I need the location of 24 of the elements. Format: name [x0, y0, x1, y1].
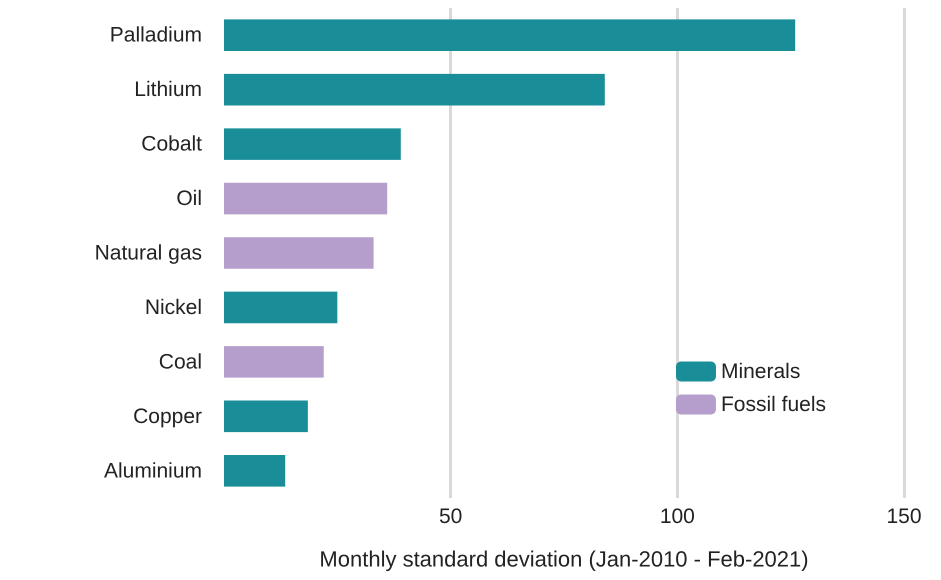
x-axis-title: Monthly standard deviation (Jan-2010 - Feb-2021)	[319, 546, 809, 572]
y-tick-label: Nickel	[144, 296, 202, 319]
bar	[224, 19, 796, 52]
legend-label: Minerals	[720, 360, 800, 383]
bar	[224, 128, 401, 160]
bar	[224, 454, 286, 487]
bar	[224, 237, 374, 269]
y-tick-label: Lithium	[134, 78, 202, 102]
y-tick-label: Oil	[176, 187, 202, 210]
y-tick-label: Copper	[133, 404, 202, 428]
legend-label: Fossil fuels	[720, 393, 826, 416]
y-tick-label: Coal	[158, 350, 202, 374]
y-tick-label: Aluminium	[104, 459, 202, 482]
bar	[224, 292, 338, 324]
x-tick-label: 50	[438, 505, 462, 528]
bar	[224, 182, 388, 214]
x-tick-label: 100	[660, 505, 695, 528]
bar	[224, 346, 324, 378]
y-tick-label: Cobalt	[141, 132, 202, 156]
x-tick-label: 150	[886, 505, 922, 528]
bar	[224, 74, 605, 106]
y-tick-label: Natural gas	[94, 242, 202, 264]
y-tick-label: Palladium	[110, 24, 202, 47]
bar	[224, 400, 308, 432]
